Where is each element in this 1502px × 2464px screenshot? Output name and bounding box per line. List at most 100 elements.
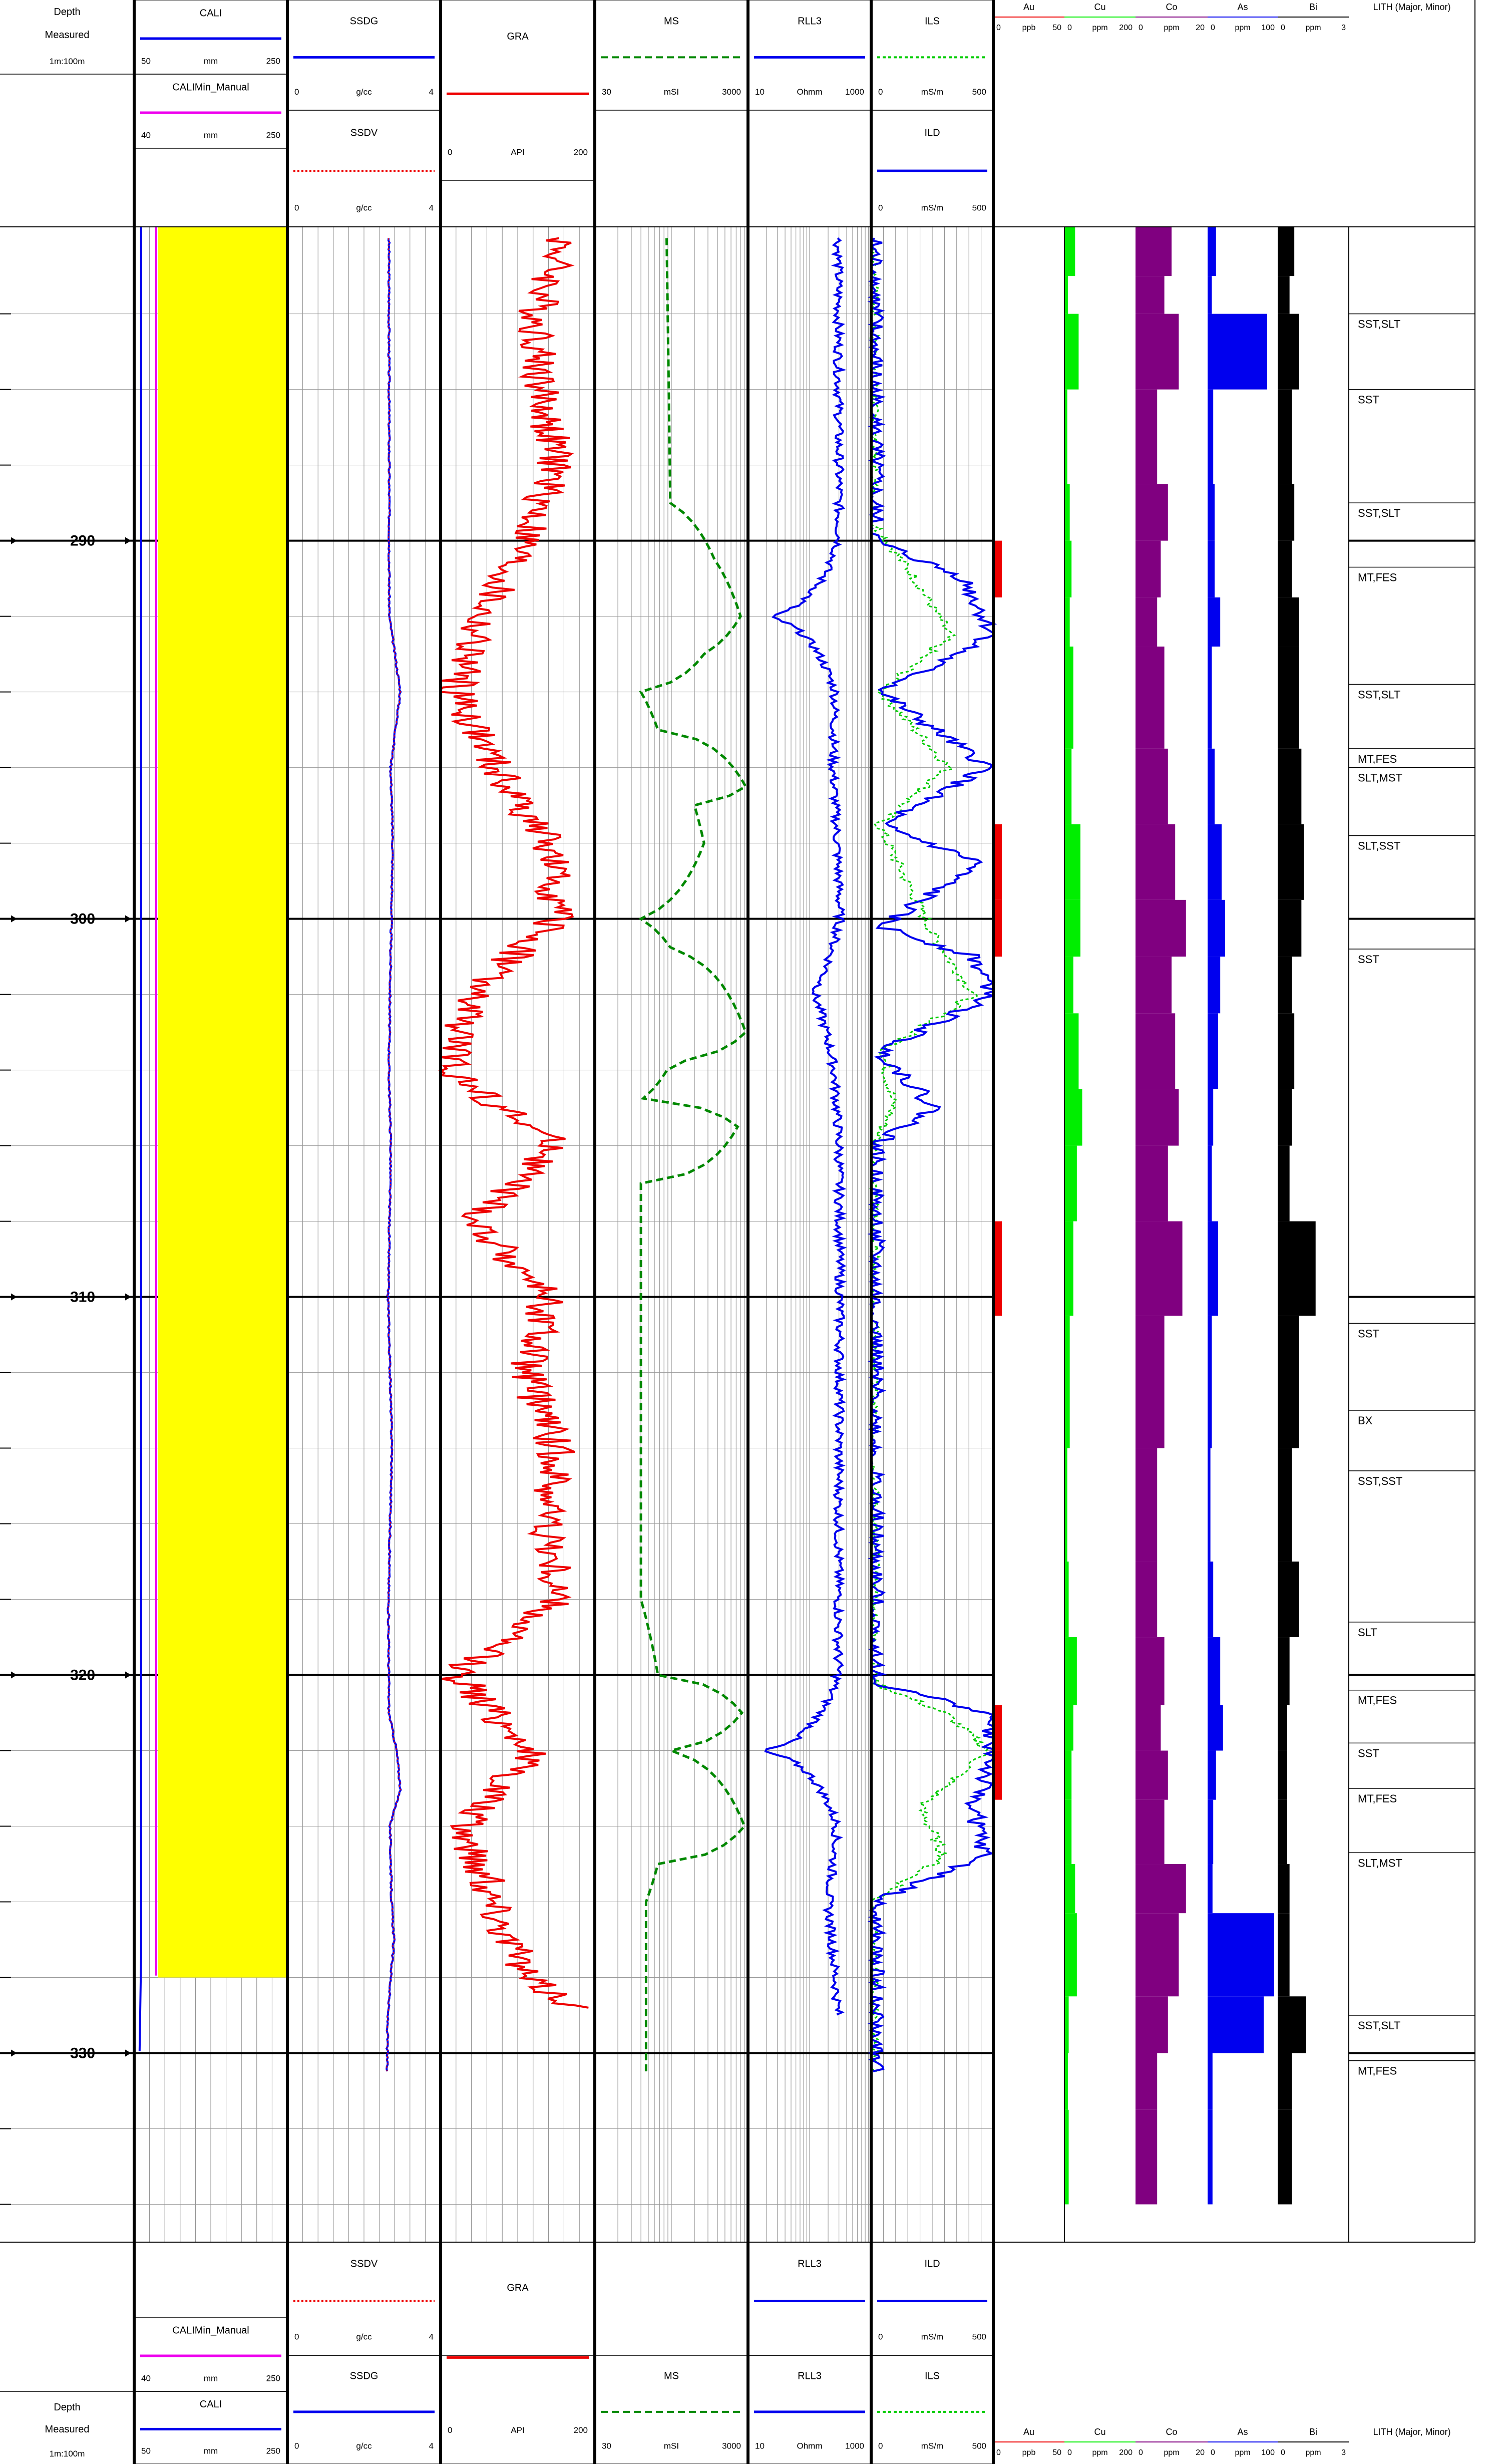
assay-bar-cu	[1064, 597, 1070, 647]
assay-bar-bi	[1278, 824, 1304, 900]
assay-bar-bi	[1278, 1221, 1316, 1316]
assay-bar-as	[1208, 899, 1225, 957]
depth-marker	[11, 537, 17, 544]
assay-header-unit: ppm	[1235, 2448, 1250, 2457]
assay-bar-cu	[1064, 899, 1080, 957]
lith-label: MT,FES	[1358, 1792, 1397, 1805]
header-curve-name: RLL3	[798, 2259, 822, 2270]
header-min: 50	[141, 56, 151, 66]
assay-header-unit: ppm	[1305, 2448, 1321, 2457]
header-min: 50	[141, 2446, 151, 2456]
assay-bar-cu	[1064, 314, 1079, 390]
lith-label: SST	[1358, 394, 1379, 406]
header-unit: g/cc	[356, 203, 372, 212]
header-min: 0	[294, 87, 299, 97]
assay-bar-cu	[1064, 484, 1070, 541]
assay-bar-cu	[1064, 1145, 1077, 1221]
assay-bar-co	[1136, 1448, 1158, 1562]
assay-bar-co	[1136, 2053, 1158, 2110]
assay-header-max: 200	[1119, 24, 1133, 32]
assay-bar-as	[1208, 276, 1212, 314]
header-unit: Ohmm	[797, 2441, 823, 2451]
header-unit: g/cc	[356, 87, 372, 97]
header-max: 500	[972, 2441, 986, 2451]
header-curve-name: MS	[664, 16, 679, 27]
header-min: 0	[878, 2441, 883, 2451]
assay-header-max: 20	[1196, 24, 1205, 32]
header-unit: mm	[204, 130, 218, 140]
assay-header-unit: ppm	[1164, 24, 1179, 32]
assay-header-max: 50	[1052, 2448, 1061, 2457]
assay-bar-au	[993, 1221, 1002, 1316]
assay-bar-as	[1208, 957, 1221, 1014]
assay-bar-as	[1208, 389, 1214, 484]
assay-bar-co	[1136, 2109, 1158, 2205]
curve-rll3	[764, 237, 847, 2016]
assay-bar-co	[1136, 1316, 1165, 1448]
assay-bar-as	[1208, 227, 1216, 276]
assay-bar-co	[1136, 597, 1158, 647]
header-max: 3000	[722, 2441, 741, 2451]
assay-header-max: 200	[1119, 2448, 1133, 2457]
curve-ms	[638, 238, 747, 2072]
header-min: 30	[602, 87, 611, 97]
assay-bar-co	[1136, 389, 1158, 484]
assay-bar-bi	[1278, 1913, 1290, 1997]
lith-label: SST,SLT	[1358, 318, 1400, 331]
header-unit: mSI	[664, 87, 679, 97]
assay-bar-as	[1208, 1913, 1274, 1997]
assay-header-unit: ppm	[1235, 24, 1250, 32]
header-curve-name: RLL3	[798, 2371, 822, 2382]
lith-label: SLT,SST	[1358, 840, 1400, 852]
depth-marker	[125, 1671, 131, 1679]
assay-bar-co	[1136, 824, 1176, 900]
header-max: 3000	[722, 87, 741, 97]
assay-header-max: 100	[1261, 24, 1275, 32]
fills	[158, 227, 287, 1978]
lithology-column: SST,SLT SST SST,SLT MT,FES SST,SLT MT,FES SLT,…	[1349, 313, 1475, 2077]
depth-marker	[11, 1671, 17, 1679]
assay-header-min: 0	[996, 2448, 1001, 2457]
assay-bar-bi	[1278, 1750, 1287, 1800]
lith-label: MT,FES	[1358, 571, 1397, 583]
assay-bar-bi	[1278, 1013, 1295, 1089]
assay-bar-cu	[1064, 1562, 1069, 1638]
assay-header-name: As	[1237, 2, 1248, 12]
lith-label: BX	[1358, 1414, 1373, 1427]
depth-header-scale: 1m:100m	[50, 57, 85, 66]
header-unit: mS/m	[921, 203, 943, 212]
header-max: 250	[266, 2446, 280, 2456]
assay-bar-bi	[1278, 276, 1290, 314]
assay-bar-co	[1136, 1637, 1165, 1705]
header-min: 0	[294, 2441, 299, 2451]
header-curve-name: ILS	[925, 16, 940, 27]
assay-bar-cu	[1064, 1448, 1067, 1562]
assay-bar-co	[1136, 1864, 1186, 1914]
assay-bar-bi	[1278, 1089, 1292, 1146]
header-curve-name: SSDV	[350, 127, 378, 138]
assay-bar-bi	[1278, 1448, 1292, 1562]
lith-label: SST	[1358, 1747, 1379, 1759]
depth-header-reference: Measured	[45, 2424, 90, 2435]
lith-label: SST	[1358, 1327, 1379, 1340]
assay-header-min: 0	[1211, 2448, 1215, 2457]
assay-bar-as	[1208, 1996, 1264, 2053]
header-min: 30	[602, 2441, 611, 2451]
assay-bar-cu	[1064, 1864, 1075, 1914]
assay-header-unit: ppb	[1022, 2448, 1036, 2457]
assay-bar-co	[1136, 647, 1165, 749]
assay-bar-au	[993, 1750, 1002, 1800]
depth-header-title: Depth	[54, 7, 80, 18]
assay-bar-bi	[1278, 389, 1292, 484]
assay-bar-as	[1208, 1316, 1212, 1448]
assay-header-max: 3	[1341, 24, 1346, 32]
assay-bar-bi	[1278, 540, 1292, 597]
assay-bar-co	[1136, 276, 1165, 314]
assay-bar-bi	[1278, 899, 1302, 957]
depth-marker	[125, 537, 131, 544]
assay-bar-co	[1136, 1705, 1161, 1751]
assay-bar-co	[1136, 1089, 1179, 1146]
depth-label: 290	[70, 533, 95, 549]
assay-bar-bi	[1278, 748, 1302, 824]
depth-header-title: Depth	[54, 2402, 80, 2413]
